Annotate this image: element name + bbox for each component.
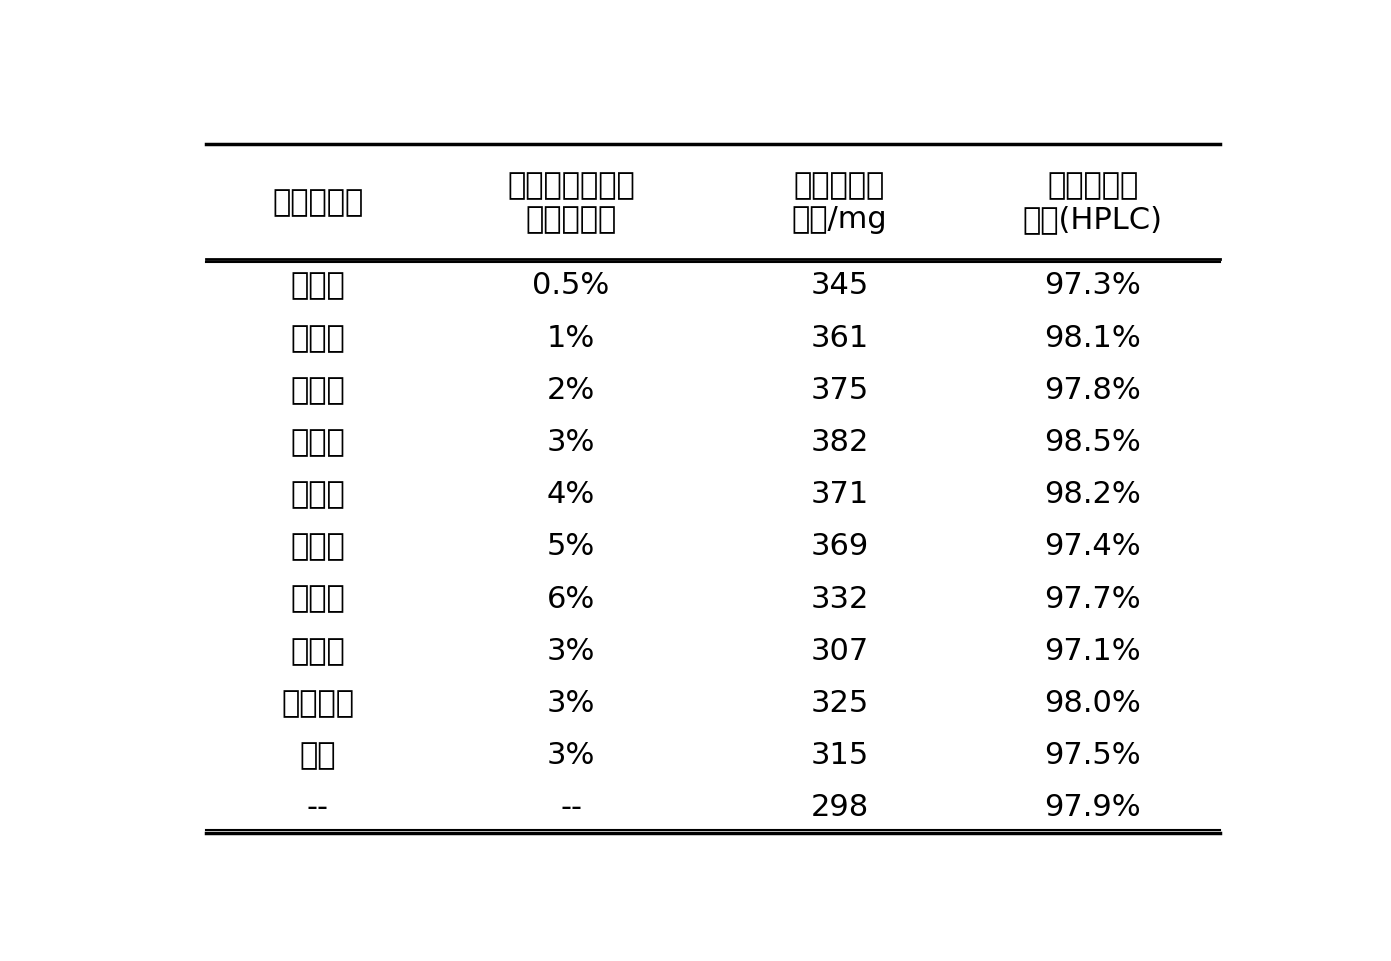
- Text: 361: 361: [811, 323, 869, 353]
- Text: 五味子乙素
总量/mg: 五味子乙素 总量/mg: [791, 171, 887, 234]
- Text: 6%: 6%: [547, 584, 595, 613]
- Text: 3%: 3%: [547, 740, 595, 770]
- Text: 1%: 1%: [547, 323, 595, 353]
- Text: 298: 298: [811, 793, 869, 822]
- Text: 碳酸钠: 碳酸钠: [291, 323, 345, 353]
- Text: 97.3%: 97.3%: [1045, 271, 1141, 300]
- Text: 375: 375: [811, 376, 869, 405]
- Text: 碳酸钠: 碳酸钠: [291, 584, 345, 613]
- Text: 碳酸钠: 碳酸钠: [291, 376, 345, 405]
- Text: 345: 345: [811, 271, 869, 300]
- Text: 315: 315: [811, 740, 869, 770]
- Text: 325: 325: [811, 688, 869, 717]
- Text: 碳酸钠: 碳酸钠: [291, 271, 345, 300]
- Text: 碳酸钠: 碳酸钠: [291, 428, 345, 456]
- Text: 98.5%: 98.5%: [1045, 428, 1141, 456]
- Text: 382: 382: [811, 428, 869, 456]
- Text: --: --: [561, 793, 581, 822]
- Text: 0.5%: 0.5%: [533, 271, 609, 300]
- Text: 98.1%: 98.1%: [1045, 323, 1141, 353]
- Text: 371: 371: [811, 480, 869, 508]
- Text: 碳酸钠: 碳酸钠: [291, 480, 345, 508]
- Text: 369: 369: [811, 531, 869, 561]
- Text: 3%: 3%: [547, 636, 595, 665]
- Text: 5%: 5%: [547, 531, 595, 561]
- Text: 98.2%: 98.2%: [1045, 480, 1141, 508]
- Text: 相对于北五味子
的重量用量: 相对于北五味子 的重量用量: [508, 171, 634, 234]
- Text: 97.5%: 97.5%: [1045, 740, 1141, 770]
- Text: 添加剂种类: 添加剂种类: [273, 187, 363, 217]
- Text: 氢氧化钙: 氢氧化钙: [281, 688, 355, 717]
- Text: 98.0%: 98.0%: [1045, 688, 1141, 717]
- Text: 97.7%: 97.7%: [1045, 584, 1141, 613]
- Text: 蔗糖: 蔗糖: [299, 740, 337, 770]
- Text: 3%: 3%: [547, 688, 595, 717]
- Text: 97.9%: 97.9%: [1045, 793, 1141, 822]
- Text: 碳酸钠: 碳酸钠: [291, 531, 345, 561]
- Text: --: --: [306, 793, 328, 822]
- Text: 4%: 4%: [547, 480, 595, 508]
- Text: 3%: 3%: [547, 428, 595, 456]
- Text: 97.1%: 97.1%: [1045, 636, 1141, 665]
- Text: 332: 332: [811, 584, 869, 613]
- Text: 307: 307: [811, 636, 869, 665]
- Text: 97.8%: 97.8%: [1045, 376, 1141, 405]
- Text: 2%: 2%: [547, 376, 595, 405]
- Text: 97.4%: 97.4%: [1045, 531, 1141, 561]
- Text: 碳酸钾: 碳酸钾: [291, 636, 345, 665]
- Text: 五味子乙素
纯度(HPLC): 五味子乙素 纯度(HPLC): [1022, 171, 1163, 234]
